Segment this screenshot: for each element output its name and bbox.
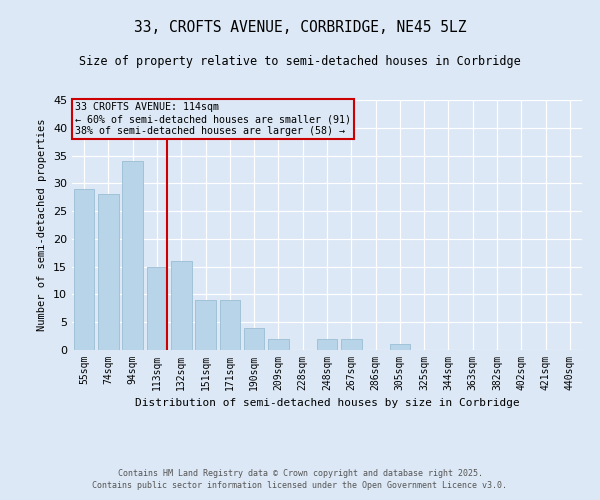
Bar (195, 300, 216, 350)
Bar (317, 339, 337, 350)
Y-axis label: Number of semi-detached properties: Number of semi-detached properties (37, 118, 47, 331)
Text: Contains HM Land Registry data © Crown copyright and database right 2025.
Contai: Contains HM Land Registry data © Crown c… (92, 468, 508, 490)
Bar (74, 189, 94, 350)
Text: 33 CROFTS AVENUE: 114sqm
← 60% of semi-detached houses are smaller (91)
38% of s: 33 CROFTS AVENUE: 114sqm ← 60% of semi-d… (74, 102, 350, 136)
X-axis label: Distribution of semi-detached houses by size in Corbridge: Distribution of semi-detached houses by … (134, 398, 520, 408)
Bar (122, 161, 143, 350)
Text: 33, CROFTS AVENUE, CORBRIDGE, NE45 5LZ: 33, CROFTS AVENUE, CORBRIDGE, NE45 5LZ (134, 20, 466, 35)
Bar (98, 194, 119, 350)
Bar (146, 266, 167, 350)
Bar (244, 328, 265, 350)
Bar (268, 339, 289, 350)
Bar (220, 300, 240, 350)
Bar (389, 344, 410, 350)
Bar (171, 261, 191, 350)
Text: Size of property relative to semi-detached houses in Corbridge: Size of property relative to semi-detach… (79, 55, 521, 68)
Bar (341, 339, 362, 350)
